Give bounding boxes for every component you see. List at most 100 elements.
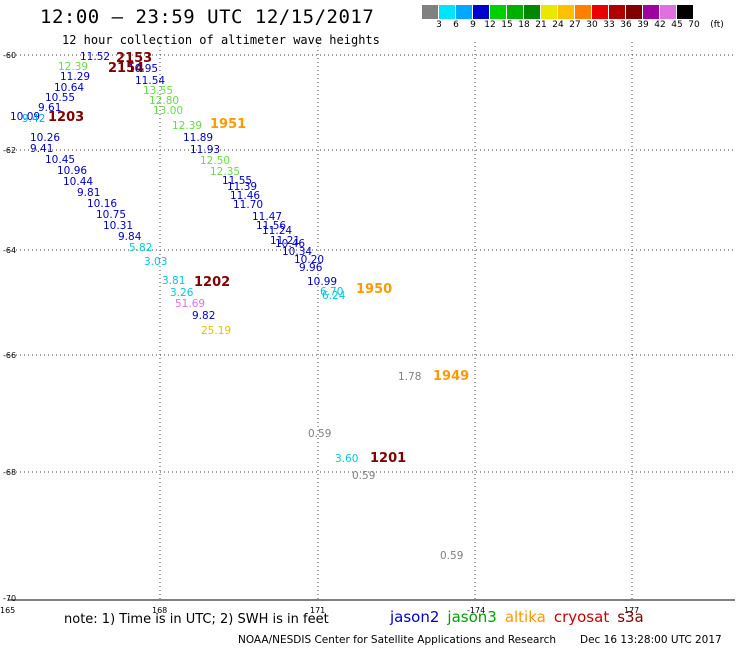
legend-swatch: [439, 5, 456, 19]
legend-label: 70: [688, 20, 700, 30]
wave-height-reading: 3.26: [170, 287, 194, 299]
wave-height-reading: 2154: [108, 61, 144, 76]
wave-height-reading: 11.29: [60, 71, 90, 83]
track-time-label: 1951: [210, 117, 246, 132]
footer-timestamp: Dec 16 13:28:00 UTC 2017: [580, 634, 722, 646]
wave-height-reading: 10.75: [96, 209, 126, 221]
wave-height-reading: 3.60: [335, 453, 358, 465]
track-time-label: 1950: [356, 282, 392, 297]
lon-tick-label: 171: [310, 606, 325, 615]
lat-tick-label: -60: [3, 51, 16, 60]
wave-height-reading: 10.96: [57, 165, 87, 177]
wave-height-reading: 11.39: [227, 181, 257, 193]
wave-height-reading: 11.55: [222, 175, 252, 187]
color-legend: 3 6 9 12 15 18 21 24 27 30 33 36 39 42 45 70 (ft): [422, 5, 740, 33]
legend-swatch: [575, 5, 592, 19]
wave-height-reading: 11.52: [80, 51, 110, 63]
wave-height-reading: 9.42: [22, 113, 45, 125]
legend-swatch: [507, 5, 524, 19]
wave-height-reading: 1.78: [398, 371, 421, 383]
wave-height-reading: 10.34: [282, 246, 312, 258]
satellite-legend: jason2 jason3 altika cryosat s3a: [390, 608, 652, 626]
wave-height-reading: 12.35: [210, 166, 240, 178]
wave-height-reading: 10.20: [294, 254, 324, 266]
page-title: 12:00 – 23:59 UTC 12/15/2017: [40, 6, 375, 28]
wave-height-reading: 5.82: [129, 242, 152, 254]
track-time-label: 2153: [116, 51, 152, 66]
wave-height-reading: 6.24: [322, 290, 346, 302]
legend-swatch: [456, 5, 473, 19]
wave-height-reading: 3.81: [162, 275, 185, 287]
wave-height-reading: 13.00: [153, 105, 183, 117]
wave-height-reading: 12.80: [149, 95, 179, 107]
track-time-label: 1203: [48, 110, 84, 125]
legend-swatch: [558, 5, 575, 19]
wave-height-reading: 12.50: [200, 155, 230, 167]
lat-tick-label: -64: [3, 246, 16, 255]
lat-tick-label: -70: [3, 594, 16, 603]
wave-height-reading: 11.56: [256, 220, 286, 232]
wave-height-reading: 10.45: [45, 154, 75, 166]
wave-height-reading: 11.89: [183, 132, 213, 144]
legend-swatch: [592, 5, 609, 19]
lat-tick-label: -62: [3, 146, 16, 155]
wave-height-reading: 10.31: [103, 220, 133, 232]
legend-label: 30: [586, 20, 598, 30]
wave-height-reading: 25.19: [201, 325, 231, 337]
wave-height-reading: 10.55: [45, 92, 75, 104]
legend-label: (ft): [710, 20, 724, 30]
track-time-label: 1202: [194, 275, 230, 290]
wave-height-reading: 0.59: [308, 428, 331, 440]
wave-height-reading: 12.39: [172, 120, 202, 132]
wave-height-reading: 51.69: [175, 298, 205, 310]
legend-label: 6: [453, 20, 459, 30]
legend-swatch: [677, 5, 694, 19]
wave-height-reading: 11.21: [270, 235, 300, 247]
wave-height-reading: 11.47: [252, 211, 282, 223]
footer-credit: NOAA/NESDIS Center for Satellite Applica…: [238, 634, 556, 646]
note-text: note: 1) Time is in UTC; 2) SWH is in fe…: [64, 612, 329, 627]
lon-tick-label: 168: [152, 606, 167, 615]
wave-height-reading: 10.44: [63, 176, 93, 188]
track-time-label: 1949: [433, 369, 469, 384]
wave-height-reading: 10.26: [30, 132, 60, 144]
track-time-label: 1201: [370, 451, 406, 466]
legend-label: 36: [620, 20, 632, 30]
wave-height-reading: 10.64: [54, 82, 84, 94]
wave-height-reading: 3.03: [144, 256, 167, 268]
wave-height-reading: 0.59: [440, 550, 463, 562]
legend-label: 18: [518, 20, 530, 30]
legend-swatch: [422, 5, 439, 19]
wave-height-reading: 9.81: [77, 187, 100, 199]
legend-swatch: [626, 5, 643, 19]
legend-swatch: [643, 5, 660, 19]
wave-height-reading: 10.46: [275, 238, 305, 250]
legend-label: 9: [470, 20, 476, 30]
wave-height-reading: 12.39: [58, 61, 88, 73]
legend-swatch: [609, 5, 626, 19]
wave-height-reading: 10.16: [87, 198, 117, 210]
footer: NOAA/NESDIS Center for Satellite Applica…: [238, 634, 722, 646]
wave-height-reading: 11.46: [230, 190, 260, 202]
legend-label: 3: [436, 20, 442, 30]
legend-label: 42: [654, 20, 666, 30]
lon-tick-label: 165: [0, 606, 15, 615]
legend-label: 12: [484, 20, 496, 30]
legend-label: 33: [603, 20, 615, 30]
lon-tick-label: -174: [467, 606, 485, 615]
wave-height-reading: 6.70: [320, 286, 343, 298]
legend-labels: 3 6 9 12 15 18 21 24 27 30 33 36 39 42 45 70 (ft): [422, 19, 740, 33]
satellite-legend-s3a: s3a: [617, 608, 644, 626]
legend-swatches: [422, 5, 740, 19]
wave-height-reading: 11.93: [190, 144, 220, 156]
wave-height-reading: 9.84: [118, 231, 142, 243]
wave-height-reading: 9.61: [38, 102, 61, 114]
wave-height-reading: 9.96: [299, 262, 323, 274]
lat-tick-label: -68: [3, 468, 16, 477]
satellite-legend-cryosat: cryosat: [553, 608, 610, 626]
wave-height-reading: 9.82: [192, 310, 215, 322]
wave-height-reading: 10.99: [307, 276, 337, 288]
legend-label: 24: [552, 20, 564, 30]
legend-swatch: [660, 5, 677, 19]
